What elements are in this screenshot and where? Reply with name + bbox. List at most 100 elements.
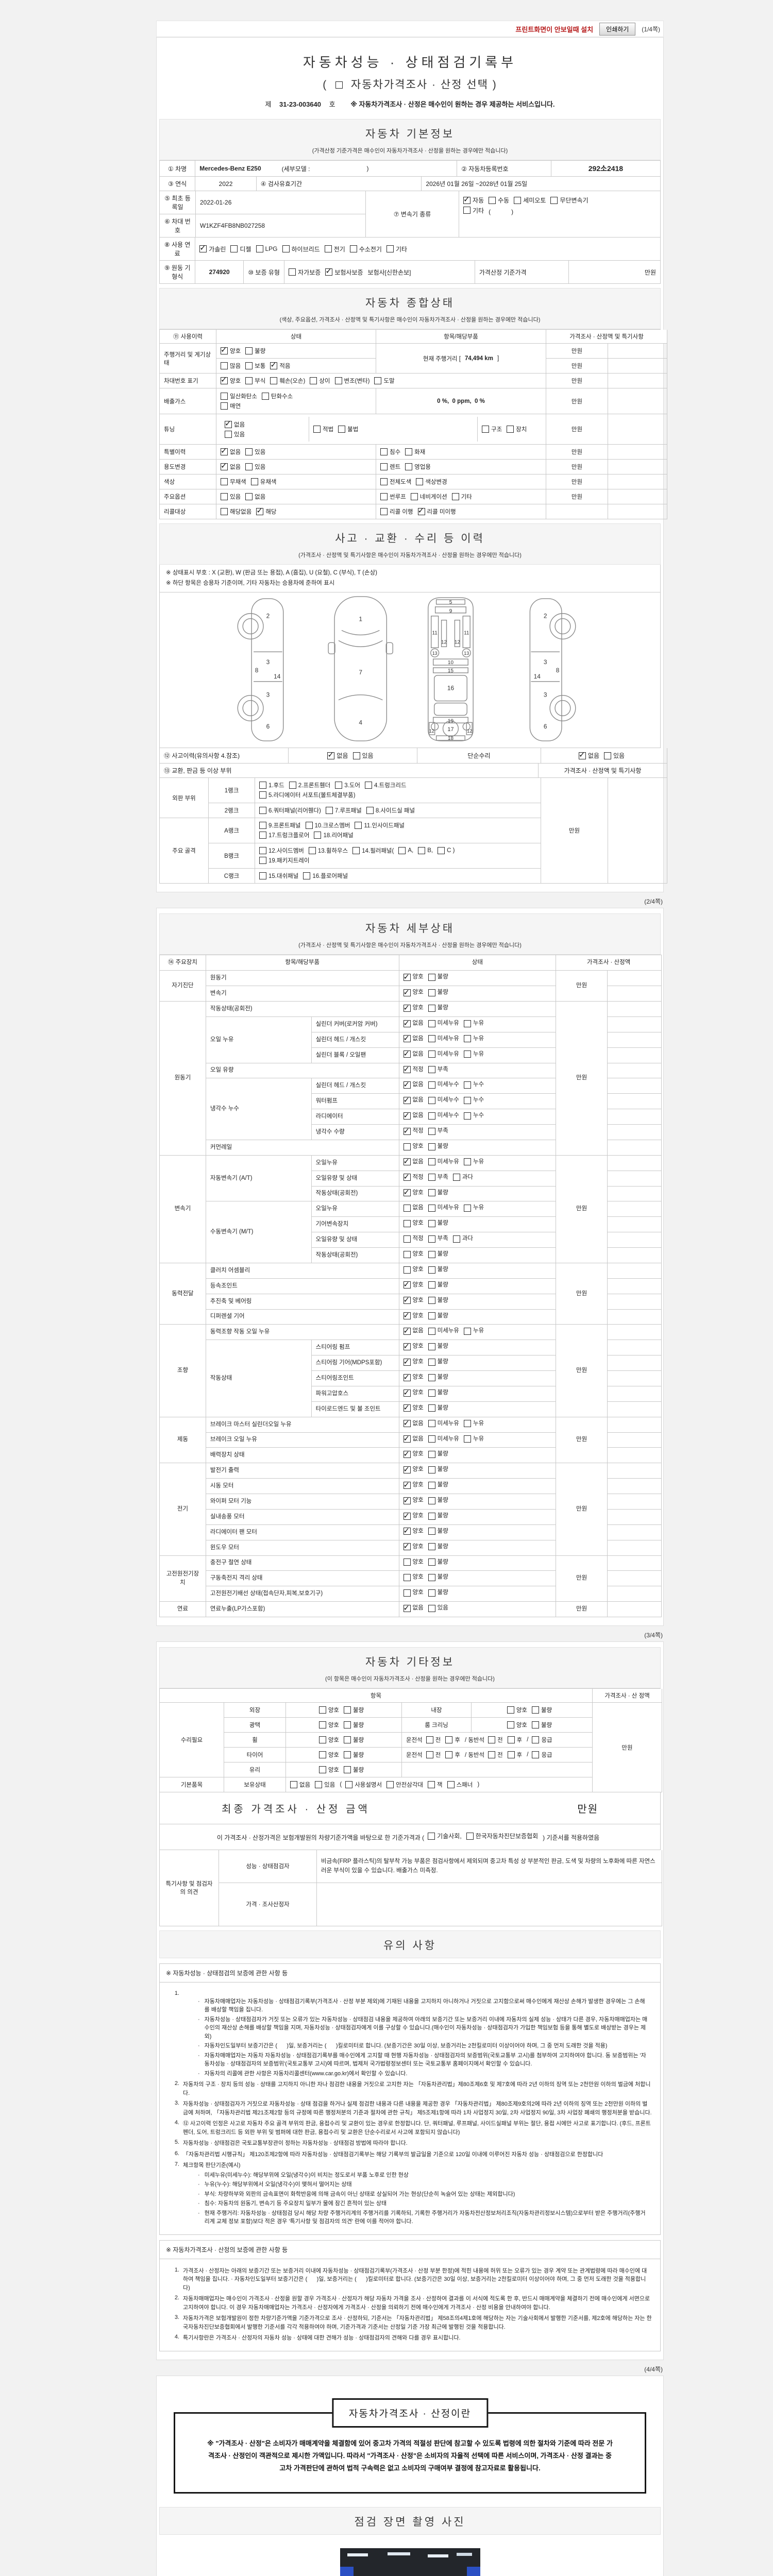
check-option[interactable]: 불량	[428, 1219, 448, 1228]
check-option[interactable]: 14.필러패널(	[352, 846, 394, 855]
check-option[interactable]: 누유	[464, 1035, 484, 1043]
check-option[interactable]: 양호	[403, 1449, 424, 1461]
check-option[interactable]: 누유	[464, 1435, 484, 1444]
check-option[interactable]: 불량	[428, 1250, 448, 1259]
check-option[interactable]: 색상변경	[416, 478, 447, 486]
check-option[interactable]: 누유	[464, 1204, 484, 1212]
check-option[interactable]: 양호	[507, 1721, 527, 1729]
check-option[interactable]: 미세누수	[428, 1096, 459, 1105]
check-option[interactable]: 해당없음	[221, 507, 251, 516]
check-option[interactable]: 사용설명서	[345, 1781, 382, 1789]
check-option[interactable]: 없음	[403, 1326, 424, 1337]
check-option[interactable]: 미세누유	[428, 1435, 459, 1444]
check-option[interactable]: 없음	[290, 1781, 310, 1789]
check-option[interactable]: 양호	[403, 987, 424, 998]
check-option[interactable]: 있음	[604, 751, 625, 760]
check-option[interactable]: 양호	[403, 1265, 424, 1274]
check-option[interactable]: 미세누수	[428, 1080, 459, 1089]
check-option[interactable]: 디젤	[230, 245, 251, 253]
check-option[interactable]: 양호	[318, 1721, 339, 1729]
check-option[interactable]: 양호	[221, 345, 241, 355]
check-option[interactable]: 세미오토	[514, 196, 546, 205]
check-option[interactable]: 양호	[403, 1526, 424, 1537]
check-option[interactable]: 없음	[403, 1079, 424, 1091]
check-option[interactable]: 누유	[464, 1019, 484, 1028]
check-option[interactable]: 미세누유	[428, 1419, 459, 1428]
check-option[interactable]: 미세누유	[428, 1035, 459, 1043]
check-option[interactable]: 불량	[428, 1465, 448, 1474]
check-option[interactable]: 후	[445, 1736, 460, 1744]
check-option[interactable]: 없음	[403, 1418, 424, 1430]
check-option[interactable]: 양호	[403, 1341, 424, 1352]
check-option[interactable]: 응급	[532, 1751, 552, 1759]
check-option[interactable]: 양호	[403, 1573, 424, 1582]
check-option[interactable]: 미세누유	[428, 1327, 459, 1335]
check-option[interactable]: 있음	[352, 751, 374, 760]
check-option[interactable]: 전기	[324, 245, 345, 253]
check-option[interactable]: 후	[507, 1736, 522, 1744]
check-option[interactable]: 없음	[403, 1018, 424, 1029]
check-option[interactable]: 영업용	[405, 463, 431, 471]
check-option[interactable]: 누수	[464, 1096, 484, 1105]
check-option[interactable]: 없음	[578, 750, 599, 760]
check-option[interactable]: 불량	[428, 1588, 448, 1597]
check-option[interactable]: 불량	[428, 1512, 448, 1520]
check-option[interactable]: 없음	[403, 1033, 424, 1045]
check-option[interactable]: 해당	[256, 506, 277, 516]
check-option[interactable]: 일산화탄소	[221, 392, 257, 400]
check-option[interactable]: 불량	[428, 1004, 448, 1012]
check-option[interactable]: 누유	[464, 1158, 484, 1166]
check-option[interactable]: 보험사보증	[325, 266, 363, 277]
check-option[interactable]: 없음	[403, 1603, 424, 1614]
check-option[interactable]: 불량	[344, 1766, 364, 1774]
check-option[interactable]: 양호	[403, 1558, 424, 1567]
check-option[interactable]: 양호	[318, 1736, 339, 1744]
check-option[interactable]: C )	[438, 847, 455, 855]
check-option[interactable]: 불량	[428, 1450, 448, 1459]
check-option[interactable]: 없음	[225, 419, 245, 429]
check-option[interactable]: 있음	[225, 430, 245, 438]
check-option[interactable]: 4.트렁크리드	[365, 781, 407, 789]
check-option[interactable]: 16.플로어패널	[303, 872, 348, 880]
check-option[interactable]: 있음	[315, 1781, 335, 1789]
check-option[interactable]: 기타	[451, 493, 472, 501]
check-option[interactable]: 1.후드	[259, 781, 284, 789]
check-option[interactable]: 썬루프	[380, 493, 406, 501]
check-option[interactable]: 양호	[403, 972, 424, 983]
check-option[interactable]: 전체도색	[380, 478, 411, 486]
check-option[interactable]: 없음	[221, 461, 241, 471]
check-option[interactable]: 불량	[344, 1751, 364, 1759]
check-option[interactable]: 15.대쉬패널	[259, 872, 298, 880]
check-option[interactable]: 적정	[403, 1234, 424, 1243]
check-option[interactable]: 미세누수	[428, 1111, 459, 1120]
check-option[interactable]: 양호	[403, 1187, 424, 1199]
check-option[interactable]: 양호	[221, 375, 241, 385]
check-option[interactable]: 많음	[221, 362, 241, 370]
check-option[interactable]: 있음	[245, 448, 265, 456]
check-option[interactable]: 없음	[403, 1095, 424, 1106]
check-option[interactable]: 6.쿼터패널(리어휀다)	[259, 806, 321, 815]
check-option[interactable]: 양호	[403, 1402, 424, 1414]
check-option[interactable]: 없음	[245, 493, 265, 501]
check-option[interactable]: 장치	[507, 425, 527, 433]
check-option[interactable]: 양호	[403, 1279, 424, 1291]
check-option[interactable]: 양호	[403, 1480, 424, 1491]
check-option[interactable]: 전	[488, 1736, 503, 1744]
check-option[interactable]: 양호	[318, 1751, 339, 1759]
check-option[interactable]: 불량	[428, 1543, 448, 1551]
check-option[interactable]: 리콜 이행	[380, 507, 413, 516]
check-option[interactable]: 누수	[464, 1080, 484, 1089]
check-option[interactable]: 부식	[245, 377, 265, 385]
check-option[interactable]: 불량	[428, 1388, 448, 1397]
check-option[interactable]: 가솔린	[199, 243, 226, 253]
check-option[interactable]: 자가보증	[289, 268, 321, 277]
check-option[interactable]: 안전삼각대	[386, 1781, 423, 1789]
check-option[interactable]: 한국자동차진단보증협회	[466, 1831, 538, 1841]
check-option[interactable]: 후	[445, 1751, 460, 1759]
check-option[interactable]: 11.인사이드패널	[355, 821, 405, 829]
check-option[interactable]: 3.도어	[335, 781, 360, 789]
check-option[interactable]: 없음	[327, 750, 348, 760]
check-option[interactable]: 유채색	[250, 478, 277, 486]
check-option[interactable]: 수소전기	[349, 245, 382, 253]
check-option[interactable]: A,	[398, 847, 413, 855]
